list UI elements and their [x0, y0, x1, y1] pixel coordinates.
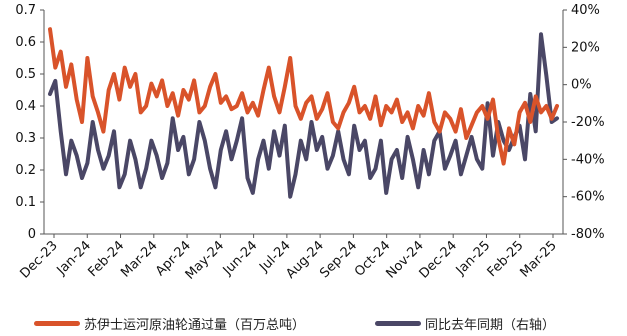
right-tick-label: -80% [571, 227, 605, 242]
right-tick-label: -60% [571, 190, 605, 205]
x-axis-ticks: Dec-23Jan-24Feb-24Mar-24Apr-24May-24Jun-… [17, 234, 560, 283]
legend: 苏伊士运河原油轮通过量（百万总吨） 同比去年同期（右轴） [0, 314, 627, 336]
legend-swatch-transit-volume [34, 321, 80, 326]
right-tick-label: 0% [571, 78, 592, 93]
x-tick-label: Dec-24 [417, 238, 460, 281]
right-tick-label: 20% [571, 40, 600, 55]
left-tick-label: 0.7 [15, 3, 36, 18]
legend-item-yoy: 同比去年同期（右轴） [375, 314, 555, 333]
left-axis-ticks: 0 0.1 0.2 0.3 0.4 0.5 0.6 0.7 [15, 3, 44, 242]
legend-label-yoy: 同比去年同期（右轴） [425, 318, 556, 333]
legend-item-transit-volume: 苏伊士运河原油轮通过量（百万总吨） [34, 314, 305, 333]
left-tick-label: 0 [28, 227, 36, 242]
right-axis-ticks: 40% 20% 0% -20% -40% -60% -80% [563, 3, 605, 242]
series-line-transit-volume [48, 27, 559, 166]
x-tick-label: Jun-24 [220, 238, 261, 279]
x-tick-label: Aug-24 [283, 238, 327, 282]
left-tick-label: 0.5 [15, 67, 36, 82]
left-tick-label: 0.1 [15, 195, 36, 210]
x-tick-label: Sep-24 [317, 238, 360, 281]
right-tick-label: -20% [571, 115, 605, 130]
x-tick-label: Dec-23 [17, 238, 60, 281]
legend-swatch-yoy [375, 321, 421, 326]
right-tick-label: -40% [571, 152, 605, 167]
left-tick-label: 0.4 [15, 99, 36, 114]
legend-label-transit-volume: 苏伊士运河原油轮通过量（百万总吨） [84, 318, 306, 333]
left-tick-label: 0.6 [15, 35, 36, 50]
x-tick-label: Mar-25 [517, 238, 559, 280]
series-line-yoy [48, 32, 559, 199]
left-tick-label: 0.3 [15, 131, 36, 146]
x-tick-label: Mar-24 [118, 238, 160, 280]
right-tick-label: 40% [571, 3, 600, 18]
left-tick-label: 0.2 [15, 163, 36, 178]
